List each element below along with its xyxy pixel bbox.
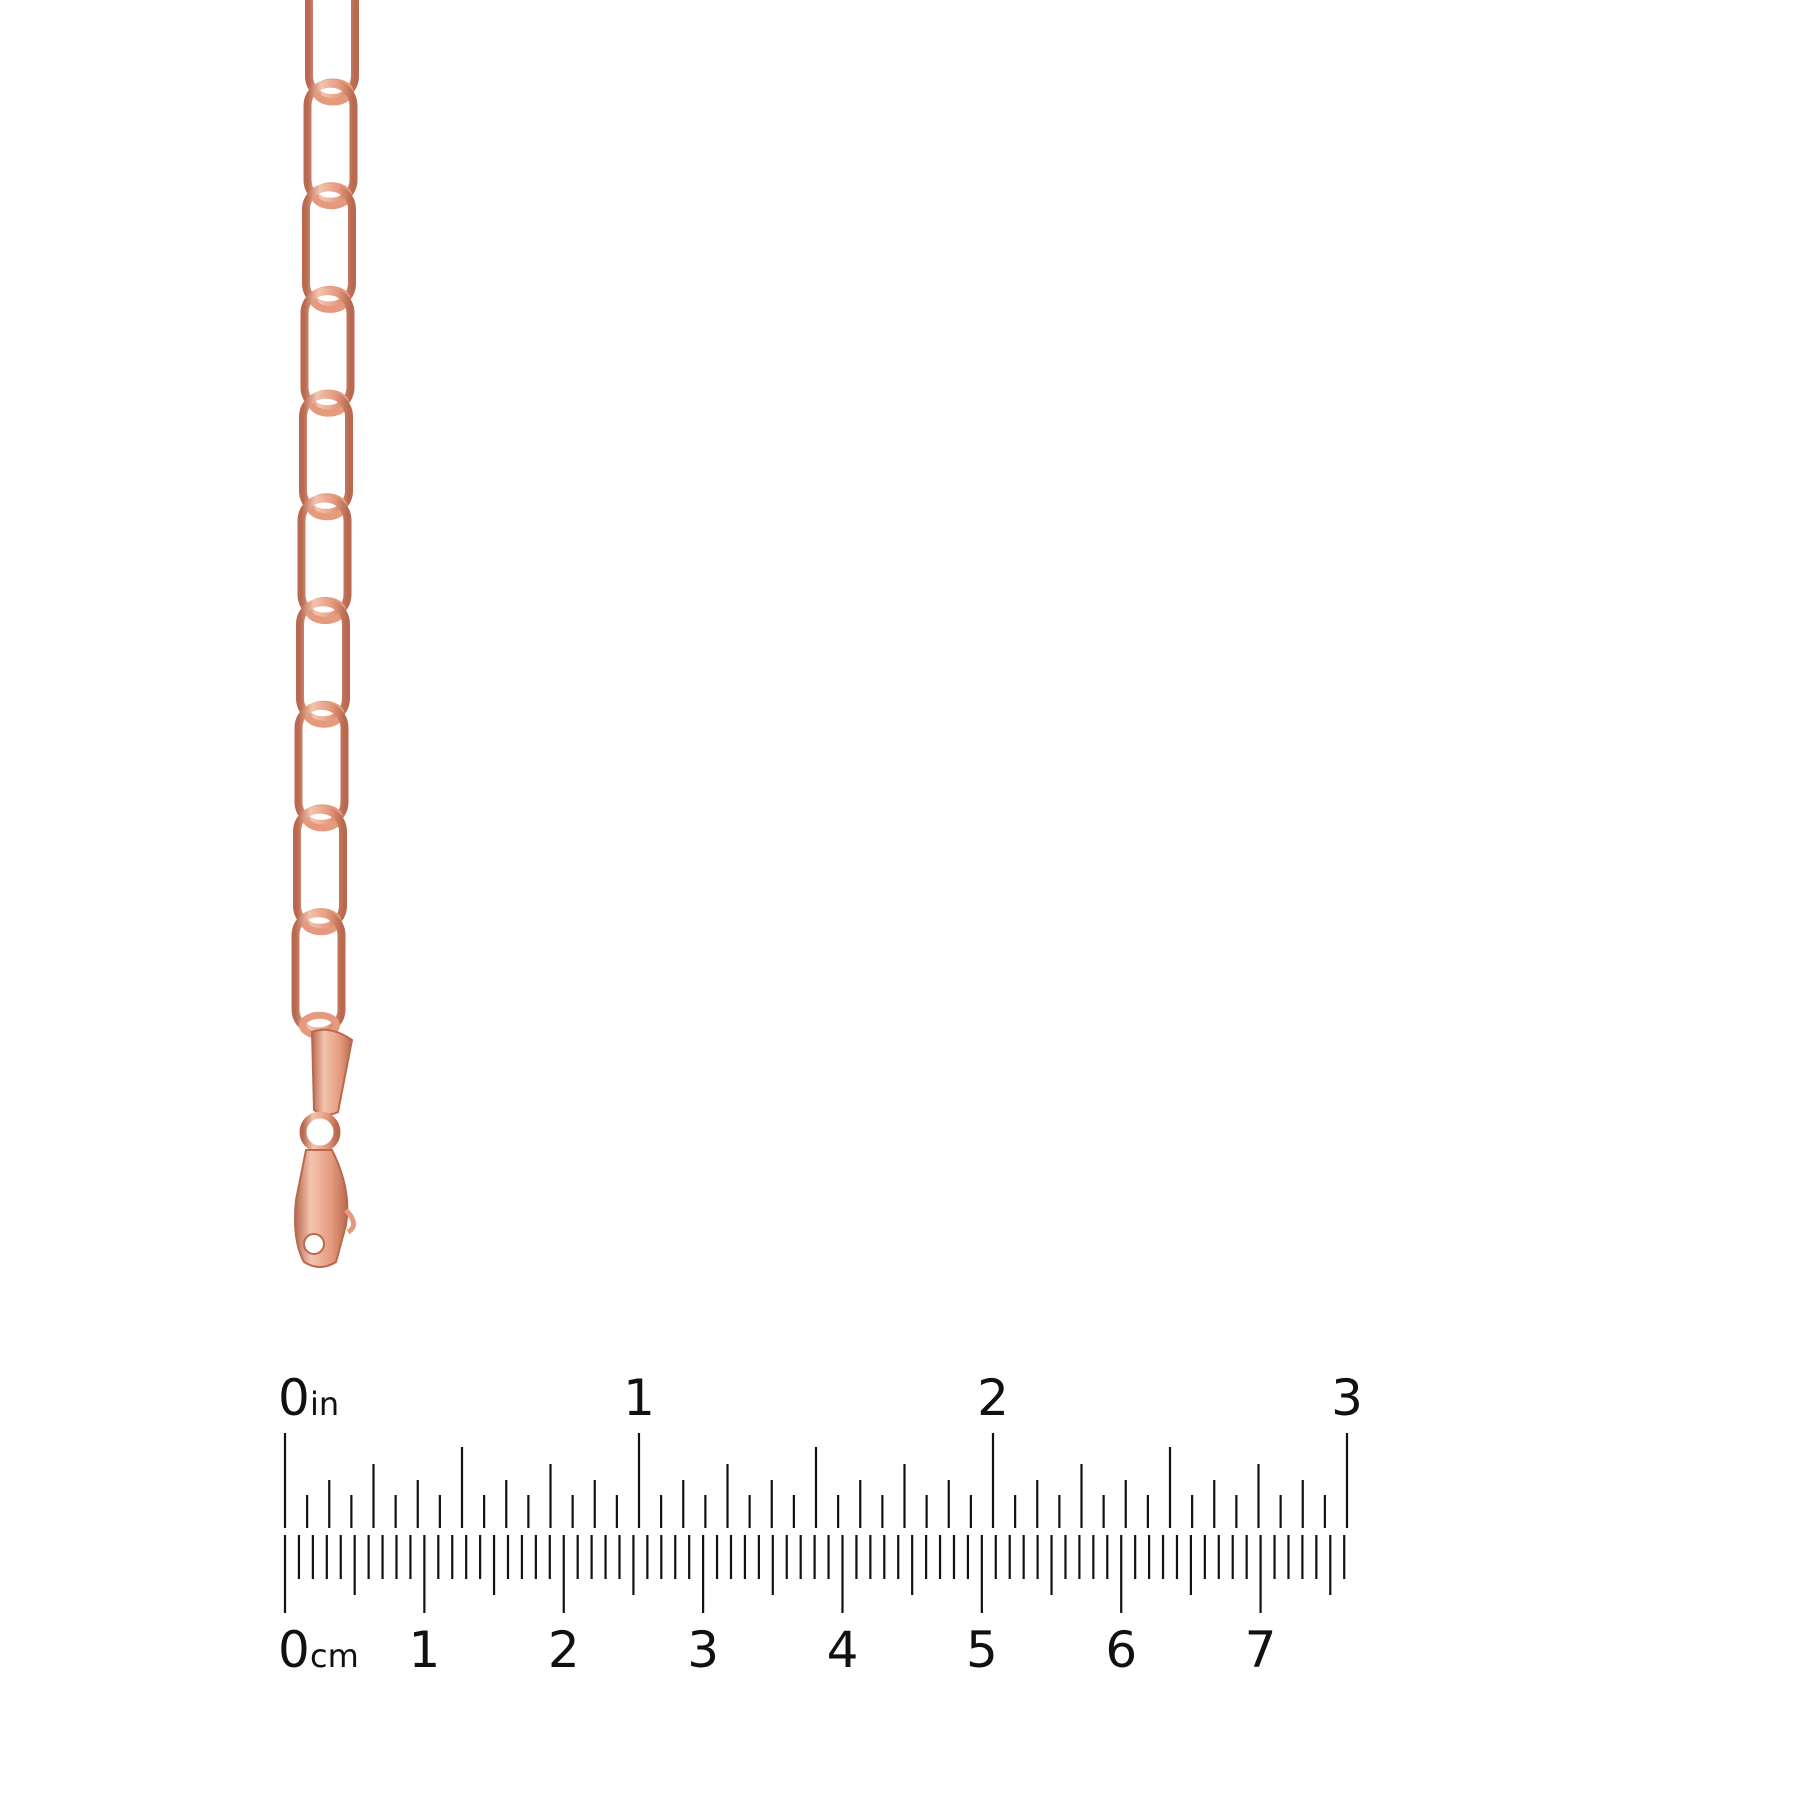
- clasp-lever: [344, 1208, 356, 1235]
- chain-link: [305, 0, 359, 102]
- chain-link: [302, 183, 356, 310]
- chain-link: [297, 494, 352, 621]
- clasp-hole: [303, 1233, 325, 1255]
- chain-link: [303, 79, 358, 206]
- cm-label-3: 3: [687, 1621, 719, 1679]
- cm-label-4: 4: [827, 1621, 859, 1679]
- cm-label-1: 1: [408, 1621, 440, 1679]
- inch-label-1: 1: [623, 1369, 655, 1427]
- inch-unit: in: [310, 1385, 339, 1423]
- cm-label-0: 0: [278, 1621, 310, 1679]
- chain-link: [296, 598, 350, 725]
- inch-label-0: 0: [278, 1369, 310, 1427]
- inch-label-2: 2: [977, 1369, 1009, 1427]
- cm-unit: cm: [310, 1637, 359, 1675]
- chain-link: [293, 805, 347, 932]
- cm-label-7: 7: [1245, 1621, 1277, 1679]
- chain-link: [294, 701, 349, 828]
- cm-label-6: 6: [1105, 1621, 1137, 1679]
- cm-label-2: 2: [548, 1621, 580, 1679]
- chain-link: [299, 390, 353, 517]
- chain-link: [300, 287, 355, 414]
- inch-label-3: 3: [1331, 1369, 1363, 1427]
- cm-label-5: 5: [966, 1621, 998, 1679]
